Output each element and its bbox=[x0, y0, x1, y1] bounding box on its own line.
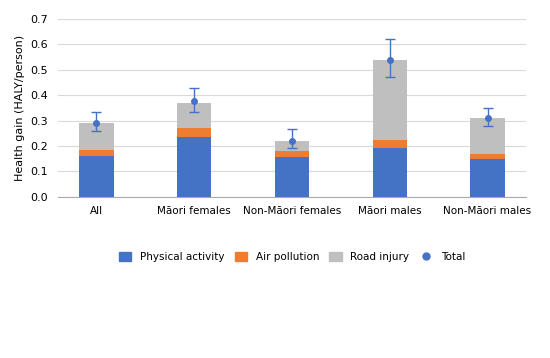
Bar bbox=[275, 151, 309, 156]
Y-axis label: Health gain (HALY/person): Health gain (HALY/person) bbox=[15, 35, 25, 181]
Bar bbox=[470, 159, 505, 197]
Bar bbox=[373, 149, 407, 197]
Bar bbox=[79, 156, 113, 197]
Bar bbox=[177, 103, 211, 128]
Legend: Physical activity, Air pollution, Road injury, Total: Physical activity, Air pollution, Road i… bbox=[115, 247, 469, 266]
Bar bbox=[373, 60, 407, 140]
Bar bbox=[470, 154, 505, 159]
Bar bbox=[275, 156, 309, 197]
Bar bbox=[470, 118, 505, 154]
Bar bbox=[79, 150, 113, 156]
Bar bbox=[79, 123, 113, 150]
Bar bbox=[177, 128, 211, 137]
Bar bbox=[177, 137, 211, 197]
Bar bbox=[373, 140, 407, 149]
Bar bbox=[275, 141, 309, 151]
